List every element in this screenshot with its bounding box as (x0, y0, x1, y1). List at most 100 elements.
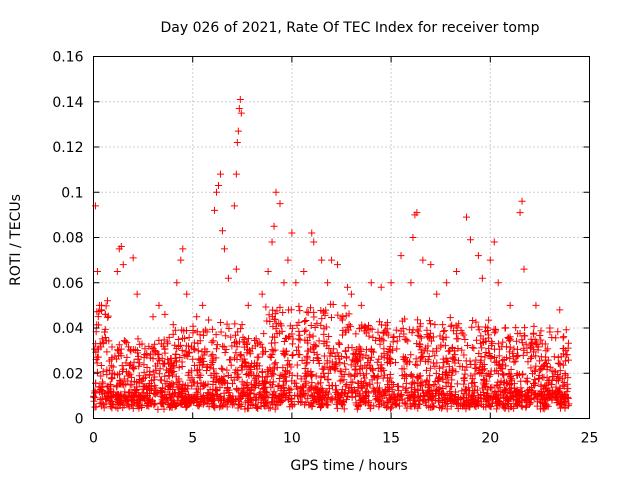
data-point (440, 359, 448, 367)
data-point (220, 378, 228, 386)
data-point (208, 338, 216, 346)
data-point (134, 335, 142, 343)
data-point (207, 352, 215, 360)
data-point (94, 353, 102, 361)
data-point (288, 402, 296, 410)
data-point (154, 405, 162, 413)
data-point (294, 343, 302, 351)
data-point (439, 327, 447, 335)
data-point (317, 386, 325, 394)
data-point (105, 357, 113, 365)
data-point (399, 325, 407, 333)
data-point (188, 343, 196, 351)
data-point (492, 357, 500, 365)
data-point (370, 373, 378, 381)
data-point (402, 354, 410, 362)
data-point (133, 386, 141, 394)
data-point (384, 403, 392, 411)
data-point (546, 324, 554, 332)
data-point (368, 365, 376, 373)
data-point (556, 306, 564, 314)
data-point (500, 355, 508, 363)
data-point (113, 371, 121, 379)
data-point (488, 338, 496, 346)
data-point (388, 378, 396, 386)
data-point (262, 380, 270, 388)
data-point (279, 308, 287, 316)
y-tick-label: 0.12 (52, 140, 83, 156)
data-point (233, 385, 241, 393)
data-point (124, 343, 132, 351)
data-point (137, 394, 145, 402)
data-point (307, 391, 315, 399)
data-point (241, 358, 249, 366)
data-point (559, 361, 567, 369)
data-point (164, 356, 172, 364)
data-point (564, 374, 572, 382)
data-point (373, 386, 381, 394)
data-point (138, 340, 146, 348)
data-point (234, 127, 242, 135)
data-point (140, 368, 148, 376)
data-point (91, 387, 99, 395)
data-point (284, 333, 292, 341)
data-point (466, 236, 474, 244)
data-point (425, 332, 433, 340)
data-point (366, 404, 374, 412)
data-point (447, 402, 455, 410)
data-point (436, 364, 444, 372)
data-point (477, 332, 485, 340)
data-point (520, 265, 528, 273)
data-point (315, 337, 323, 345)
data-point (238, 321, 246, 329)
data-point (495, 345, 503, 353)
data-point (311, 385, 319, 393)
data-point (164, 382, 172, 390)
data-point (336, 377, 344, 385)
data-point (527, 354, 535, 362)
data-point (244, 385, 252, 393)
data-point (561, 403, 569, 411)
data-point (429, 396, 437, 404)
data-point (319, 396, 327, 404)
data-point (425, 353, 433, 361)
data-point (422, 344, 430, 352)
data-point (464, 341, 472, 349)
data-point (212, 345, 220, 353)
data-point (279, 381, 287, 389)
data-point (553, 370, 561, 378)
data-point (383, 359, 391, 367)
data-point (189, 355, 197, 363)
data-point (273, 330, 281, 338)
data-point (296, 351, 304, 359)
data-point (462, 213, 470, 221)
data-point (546, 363, 554, 371)
data-point (404, 337, 412, 345)
data-point (129, 363, 137, 371)
data-point (348, 393, 356, 401)
data-point (185, 342, 193, 350)
data-point (160, 405, 168, 413)
data-point (339, 397, 347, 405)
data-point (393, 345, 401, 353)
data-point (190, 398, 198, 406)
data-point (136, 376, 144, 384)
data-point (360, 371, 368, 379)
data-point (384, 331, 392, 339)
data-point (280, 349, 288, 357)
data-point (314, 355, 322, 363)
data-point (325, 333, 333, 341)
data-point (208, 325, 216, 333)
data-point (169, 330, 177, 338)
data-point (493, 367, 501, 375)
data-point (531, 376, 539, 384)
data-point (423, 376, 431, 384)
data-point (416, 341, 424, 349)
y-tick-label: 0.16 (52, 50, 83, 66)
data-point (409, 234, 417, 241)
data-point (386, 343, 394, 351)
data-point (143, 363, 151, 371)
data-point (564, 339, 572, 347)
data-point (377, 361, 385, 369)
data-point (389, 338, 397, 346)
